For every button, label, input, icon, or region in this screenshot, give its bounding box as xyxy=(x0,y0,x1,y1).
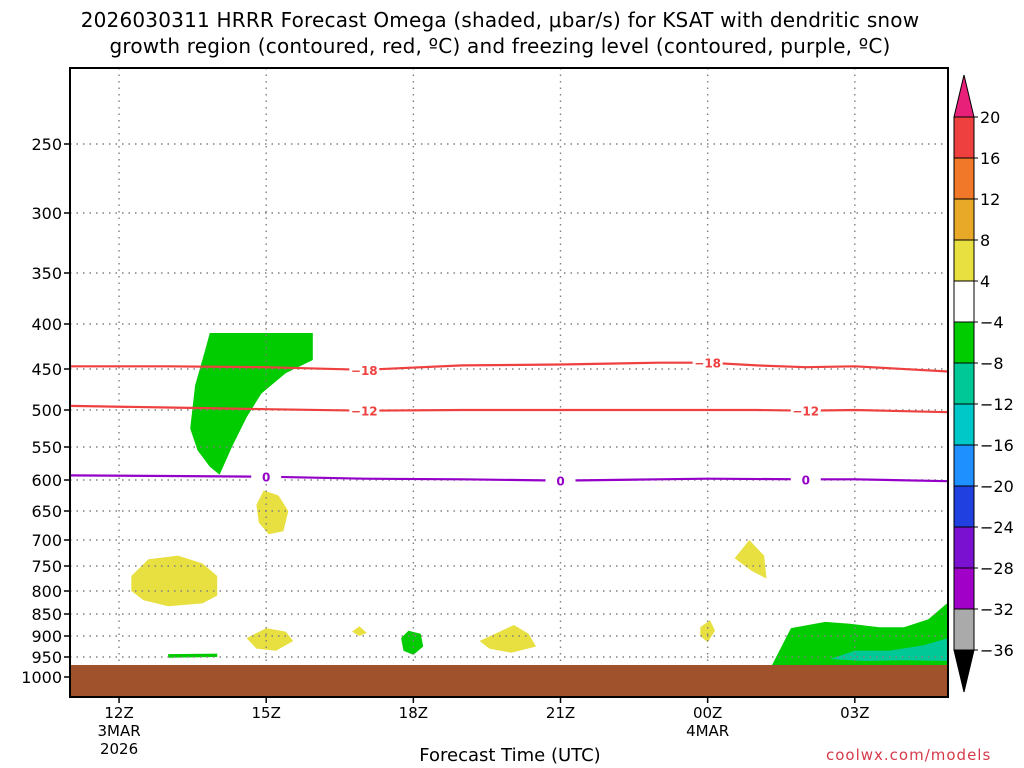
colorbar-segment-8 xyxy=(953,403,975,446)
y-tick-label-850: 850 xyxy=(31,605,62,624)
omega-yellow-15z-low xyxy=(246,628,294,651)
omega-yellow-13z xyxy=(131,555,218,607)
colorbar-segment-9 xyxy=(953,444,975,487)
freezing-level-label-2: 0 xyxy=(802,473,810,487)
y-tick-label-750: 750 xyxy=(31,557,62,576)
dgz-minus12-label-bg-1 xyxy=(790,403,821,418)
freezing-level-label-1: 0 xyxy=(556,475,564,489)
omega-green-low-13z xyxy=(168,653,218,658)
colorbar-label-9: −20 xyxy=(980,477,1014,496)
y-tick-label-400: 400 xyxy=(31,315,62,334)
dgz-minus18-line xyxy=(70,361,949,373)
colorbar-segment-1 xyxy=(953,116,975,159)
colorbar-segment-13 xyxy=(953,608,975,651)
colorbar-label-6: −8 xyxy=(980,354,1004,373)
omega-yellow-17z xyxy=(352,626,367,636)
colorbar-label-0: 20 xyxy=(980,108,1000,127)
freezing-level-label-bg-0 xyxy=(251,469,282,484)
y-tick-label-650: 650 xyxy=(31,502,62,521)
ground-surface xyxy=(70,665,948,697)
x-tick-label-12Z: 12Z xyxy=(104,704,133,722)
omega-yellow-20z xyxy=(479,625,536,653)
contour-layer: −18 −18 −12 −12 0 0 0 xyxy=(69,355,949,489)
y-tick-label-300: 300 xyxy=(31,204,62,223)
colorbar-top-arrow xyxy=(953,74,975,118)
freezing-level-label-bg-1 xyxy=(545,473,576,488)
dgz-minus12-label-bg-0 xyxy=(349,403,380,418)
y-tick-label-350: 350 xyxy=(31,264,62,283)
dgz-minus18-label-1: −18 xyxy=(694,357,721,371)
freezing-level-label-bg-2 xyxy=(790,472,821,487)
omega-yellow-01z xyxy=(734,540,767,579)
x-tick-sublabel-12Z-0: 3MAR xyxy=(97,722,140,740)
colorbar-label-12: −32 xyxy=(980,600,1014,619)
y-tick-label-250: 250 xyxy=(31,135,62,154)
colorbar-label-4: 4 xyxy=(980,272,990,291)
omega-green-18z xyxy=(401,630,424,655)
y-tick-label-800: 800 xyxy=(31,582,62,601)
colorbar-label-7: −12 xyxy=(980,395,1014,414)
dgz-minus18-label-bg-0 xyxy=(349,362,380,377)
chart-title-line-2: growth region (contoured, red, ºC) and f… xyxy=(109,34,891,58)
y-tick-label-950: 950 xyxy=(31,648,62,667)
x-tick-label-15Z: 15Z xyxy=(252,704,281,722)
chart-title-line-1: 2026030311 HRRR Forecast Omega (shaded, … xyxy=(80,8,920,32)
y-tick-label-450: 450 xyxy=(31,360,62,379)
omega-shading-layer xyxy=(131,333,948,667)
colorbar-segment-12 xyxy=(953,567,975,610)
colorbar-label-1: 16 xyxy=(980,149,1000,168)
plot-frame xyxy=(69,67,949,698)
x-tick-label-00Z: 00Z xyxy=(693,704,722,722)
colorbar-bottom-arrow xyxy=(953,649,975,693)
colorbar-label-2: 12 xyxy=(980,190,1000,209)
colorbar-label-3: 8 xyxy=(980,231,990,250)
y-axis: 250 300 350 400 450 500 550 600 650 700 750 800 850 9… xyxy=(21,135,70,687)
colorbar-segment-3 xyxy=(953,198,975,241)
colorbar-label-5: −4 xyxy=(980,313,1004,332)
y-tick-label-900: 900 xyxy=(31,627,62,646)
y-tick-label-700: 700 xyxy=(31,531,62,550)
omega-green-upper xyxy=(190,333,313,475)
dgz-minus12-label-1: −12 xyxy=(792,405,819,419)
y-tick-label-550: 550 xyxy=(31,438,62,457)
omega-yellow-15z xyxy=(256,490,289,535)
colorbar-label-13: −36 xyxy=(980,641,1014,660)
site-credit: coolwx.com/models xyxy=(826,746,992,764)
colorbar: 20 16 12 8 4 −4 −8 −12 −16 −20 −24 −28 −32 −36 xyxy=(953,74,1014,693)
colorbar-label-8: −16 xyxy=(980,436,1014,455)
colorbar-label-11: −28 xyxy=(980,559,1014,578)
omega-teal-lower-right xyxy=(830,638,948,661)
dgz-minus18-label-0: −18 xyxy=(351,364,378,378)
x-tick-label-03Z: 03Z xyxy=(840,704,869,722)
dgz-minus18-label-bg-1 xyxy=(692,355,723,370)
x-tick-label-18Z: 18Z xyxy=(399,704,428,722)
colorbar-segment-2 xyxy=(953,157,975,200)
colorbar-segment-4 xyxy=(953,239,975,282)
x-tick-label-21Z: 21Z xyxy=(546,704,575,722)
x-axis-label: Forecast Time (UTC) xyxy=(419,745,601,766)
grid-layer xyxy=(70,68,948,697)
colorbar-segment-7 xyxy=(953,362,975,405)
x-tick-sublabel-12Z-1: 2026 xyxy=(100,740,138,758)
dgz-minus12-line xyxy=(69,404,949,414)
colorbar-segment-5 xyxy=(953,280,975,323)
y-tick-label-1000: 1000 xyxy=(21,668,62,687)
colorbar-label-10: −24 xyxy=(980,518,1014,537)
colorbar-segment-6 xyxy=(953,321,975,364)
y-tick-label-600: 600 xyxy=(31,471,62,490)
dgz-minus12-label-0: −12 xyxy=(351,405,378,419)
colorbar-segment-10 xyxy=(953,485,975,528)
x-tick-sublabel-00Z-0: 4MAR xyxy=(686,722,729,740)
omega-yellow-00z xyxy=(700,620,715,643)
y-tick-label-500: 500 xyxy=(31,401,62,420)
freezing-level-label-0: 0 xyxy=(262,471,270,485)
colorbar-segment-11 xyxy=(953,526,975,569)
